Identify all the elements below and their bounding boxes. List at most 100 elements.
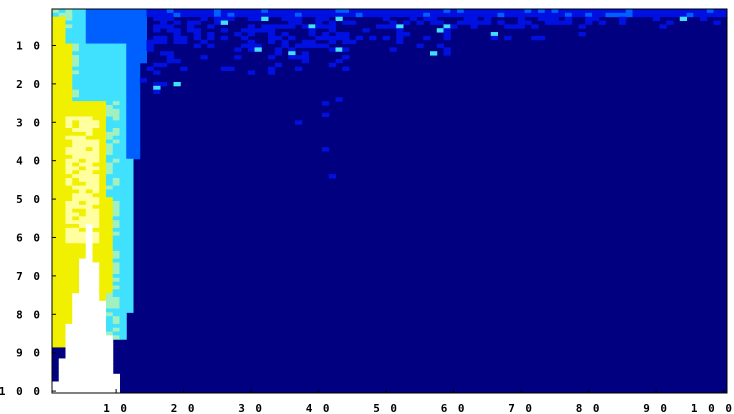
heatmap-cell	[126, 58, 134, 64]
heatmap-cell	[99, 285, 107, 290]
heatmap-cell	[322, 9, 330, 14]
heatmap-cell	[85, 300, 93, 306]
heatmap-cell	[112, 139, 120, 144]
heatmap-cell	[79, 266, 87, 271]
heatmap-cell	[112, 250, 120, 256]
heatmap-cell	[65, 105, 73, 110]
heatmap-cell	[99, 385, 107, 390]
heatmap-cell	[119, 28, 127, 33]
heatmap-cell	[180, 39, 188, 45]
heatmap-cell	[92, 373, 100, 379]
heatmap-cell	[625, 12, 633, 18]
heatmap-cell	[79, 62, 87, 68]
heatmap-cell	[173, 81, 181, 87]
heatmap-cell	[153, 16, 161, 22]
heatmap-cell	[85, 112, 93, 118]
heatmap-cell	[72, 258, 80, 263]
heatmap-cell	[79, 366, 87, 371]
heatmap-cell	[112, 293, 120, 298]
heatmap-cell	[99, 204, 107, 210]
heatmap-cell	[99, 47, 107, 52]
heatmap-cell	[139, 43, 147, 48]
heatmap-cell	[99, 381, 107, 386]
heatmap-cell	[58, 35, 66, 41]
heatmap-cell	[72, 105, 80, 110]
heatmap-cell	[126, 220, 134, 225]
heatmap-cell	[92, 81, 100, 87]
heatmap-cell	[58, 366, 66, 371]
heatmap-cell	[146, 66, 154, 71]
heatmap-cell	[65, 24, 73, 29]
heatmap-cell	[308, 32, 316, 37]
heatmap-cell	[99, 62, 107, 68]
heatmap-cell	[220, 35, 228, 41]
heatmap-cell	[58, 181, 66, 187]
heatmap-cell	[58, 55, 66, 60]
heatmap-cell	[463, 20, 471, 25]
heatmap-cell	[328, 20, 336, 25]
heatmap-cell	[659, 9, 667, 14]
heatmap-cell	[52, 327, 60, 333]
heatmap-cell	[160, 20, 168, 25]
heatmap-cell	[295, 55, 303, 60]
heatmap-cell	[79, 28, 87, 33]
heatmap-cell	[166, 12, 174, 18]
heatmap-cell	[342, 9, 350, 14]
heatmap-cell	[79, 293, 87, 298]
heatmap-cell	[112, 116, 120, 121]
heatmap-cell	[92, 335, 100, 340]
heatmap-cell	[92, 116, 100, 121]
heatmap-cell	[106, 304, 114, 310]
heatmap-cell	[126, 89, 134, 94]
heatmap-cell	[92, 78, 100, 83]
heatmap-cell	[79, 112, 87, 118]
heatmap-cell	[686, 9, 694, 14]
heatmap-cell	[443, 32, 451, 37]
heatmap-cell	[58, 258, 66, 263]
heatmap-cell	[92, 20, 100, 25]
heatmap-cell	[106, 158, 114, 164]
heatmap-cell	[106, 131, 114, 137]
heatmap-cell	[517, 9, 525, 14]
heatmap-cell	[315, 20, 323, 25]
heatmap-cell	[85, 281, 93, 286]
heatmap-cell	[65, 366, 73, 371]
heatmap-cell	[52, 335, 60, 340]
heatmap-cell	[592, 16, 600, 22]
heatmap-cell	[126, 254, 134, 260]
heatmap-cell	[106, 51, 114, 56]
heatmap-cell	[99, 124, 107, 129]
heatmap-cell	[65, 185, 73, 190]
heatmap-cell	[423, 35, 431, 41]
heatmap-cell	[112, 43, 120, 48]
heatmap-cell	[187, 12, 195, 18]
heatmap-cell	[106, 47, 114, 52]
heatmap-cell	[126, 139, 134, 144]
heatmap-cell	[544, 16, 552, 22]
heatmap-cell	[85, 158, 93, 164]
heatmap-cell	[58, 385, 66, 390]
heatmap-cell	[112, 189, 120, 194]
heatmap-cell	[65, 346, 73, 352]
heatmap-cell	[342, 20, 350, 25]
heatmap-cell	[463, 12, 471, 18]
heatmap-cell	[85, 208, 93, 214]
heatmap-cell	[92, 143, 100, 148]
heatmap-cell	[254, 9, 262, 14]
heatmap-cell	[160, 39, 168, 45]
y-tick-label: 1 0	[16, 39, 42, 52]
heatmap-cell	[247, 32, 255, 37]
heatmap-cell	[79, 158, 87, 164]
heatmap-cell	[72, 212, 80, 217]
heatmap-cell	[52, 9, 60, 14]
heatmap-cell	[524, 9, 532, 14]
heatmap-cell	[193, 32, 201, 37]
heatmap-cell	[106, 12, 114, 18]
heatmap-cell	[92, 339, 100, 344]
heatmap-cell	[72, 250, 80, 256]
heatmap-cell	[220, 66, 228, 71]
heatmap-cell	[106, 112, 114, 118]
heatmap-cell	[457, 20, 465, 25]
heatmap-cell	[58, 277, 66, 283]
heatmap-cell	[58, 212, 66, 217]
